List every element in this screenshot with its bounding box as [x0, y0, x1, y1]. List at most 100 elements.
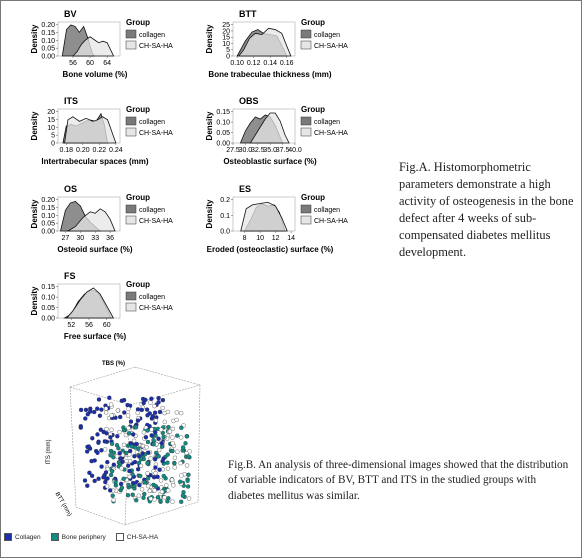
- y-tick-label: 0.00: [41, 54, 55, 61]
- x-tick-label: 0.10: [230, 60, 244, 67]
- scatter-point: [158, 498, 163, 503]
- scatter-point: [133, 425, 139, 430]
- scatter-point: [154, 450, 159, 456]
- scatter-point: [104, 431, 109, 436]
- scatter-point: [105, 484, 110, 489]
- scatter-point: [78, 407, 84, 413]
- scatter-point: [114, 454, 120, 459]
- scatter-point: [89, 458, 94, 464]
- box-edge: [134, 366, 201, 386]
- x-axis-label: Eroded (osteoclastic) surface (%): [207, 245, 334, 254]
- scatter-point: [103, 470, 109, 475]
- x-tick-label: 10: [256, 235, 264, 242]
- scatter-point: [170, 441, 175, 446]
- scatter-point: [118, 456, 123, 461]
- x-tick-label: 32.5: [251, 147, 265, 154]
- scatter-point: [121, 428, 127, 433]
- scatter-point: [111, 462, 116, 467]
- scatter-point: [141, 495, 146, 500]
- scatter-point: [164, 483, 169, 488]
- legend-label: collagen: [139, 294, 165, 301]
- y-tick-label: 10: [222, 41, 230, 48]
- x-tick-label: 30.0: [239, 147, 253, 154]
- x-tick-label: 52: [67, 322, 75, 329]
- scatter-point: [121, 442, 127, 448]
- scatter-point: [172, 461, 177, 466]
- scatter-point: [166, 488, 171, 493]
- y-tick-label: 0: [51, 141, 55, 148]
- density-chart-es: ES 0.0 0.1 0.2 8 10 12 14 Density Eroded (osteocl…: [205, 183, 370, 270]
- scatter-point: [177, 479, 183, 484]
- scatter-point: [138, 463, 144, 469]
- chart-title: FS: [64, 271, 76, 281]
- legend-swatch-ch-sa-ha: [115, 533, 124, 541]
- scatter-point: [126, 406, 131, 411]
- density-chart-bv: BV 0.00 0.05 0.10 0.15 0.20 56 60 64 Density Bone …: [30, 8, 195, 95]
- y-tick-label: 0.00: [41, 316, 55, 323]
- caption-b: Fig.B. An analysis of three-dimensional …: [228, 459, 569, 502]
- scatter-point: [130, 492, 135, 497]
- x-tick-label: 56: [85, 322, 93, 329]
- scatter-point: [166, 424, 171, 430]
- scatter-point: [109, 413, 114, 418]
- series-area-ch-sa-ha: [66, 287, 115, 319]
- scatter-point: [162, 419, 167, 425]
- legend-item-bone-periphery: Bone periphery: [50, 533, 106, 541]
- scatter-point: [183, 441, 188, 446]
- x-tick-label: 12: [272, 235, 280, 242]
- y-tick-label: 0.10: [41, 295, 55, 302]
- y-tick-label: 0.20: [41, 22, 55, 29]
- scatter-point: [117, 451, 122, 456]
- y-tick-label: 25: [222, 22, 230, 29]
- scatter-point: [78, 424, 83, 429]
- scatter-point: [143, 435, 149, 440]
- scatter-point: [126, 482, 131, 488]
- scatter-point: [126, 463, 131, 468]
- x-tick-label: 64: [103, 60, 111, 67]
- scatter-point: [92, 409, 97, 415]
- legend-key: [300, 116, 312, 126]
- x-tick-label: 30: [76, 235, 84, 242]
- scatter-point: [178, 461, 183, 466]
- scatter-point: [90, 436, 95, 441]
- scatter-point: [138, 473, 143, 479]
- scatter-point: [115, 434, 120, 439]
- y-axis-label: Density: [205, 24, 214, 53]
- scatter-3d-panel: TBS (%) ITS (mm) BTT (mm): [40, 357, 225, 534]
- scatter-point: [124, 450, 129, 456]
- scatter-point: [158, 427, 164, 432]
- scatter-point: [172, 465, 177, 470]
- scatter-point: [185, 478, 190, 483]
- y-axis-label: Density: [30, 286, 39, 315]
- scatter-point: [103, 479, 108, 485]
- x-axis-label: Osteoblastic surface (%): [223, 157, 317, 166]
- scatter-point: [151, 438, 156, 443]
- scatter-point: [109, 402, 114, 407]
- y-axis-label: Density: [205, 199, 214, 228]
- series-area-ch-sa-ha: [72, 36, 115, 57]
- scatter-point: [153, 465, 158, 470]
- y-tick-label: 15: [222, 35, 230, 42]
- scatter-point: [149, 396, 154, 401]
- scatter-point: [180, 445, 186, 450]
- scatter-point: [179, 410, 184, 416]
- scatter-point: [157, 467, 162, 472]
- scatter-point: [165, 452, 170, 457]
- scatter-point: [160, 397, 166, 403]
- legend-key: [125, 29, 137, 39]
- scatter-point: [103, 447, 108, 452]
- scatter-point: [184, 463, 190, 468]
- legend-title: Group: [126, 193, 150, 202]
- scatter-point: [110, 493, 115, 498]
- legend-label: collagen: [314, 207, 340, 214]
- scatter-point: [157, 447, 162, 453]
- chart-title: BTT: [239, 9, 257, 19]
- scatter-point: [105, 459, 110, 465]
- x-tick-label: 0.20: [76, 147, 90, 154]
- scatter-point: [113, 480, 118, 485]
- density-svg: ES 0.0 0.1 0.2 8 10 12 14 Density Eroded (osteocl…: [205, 184, 348, 254]
- y-tick-label: 15: [47, 117, 55, 124]
- y-tick-label: 20: [222, 28, 230, 35]
- scatter-point: [111, 497, 116, 503]
